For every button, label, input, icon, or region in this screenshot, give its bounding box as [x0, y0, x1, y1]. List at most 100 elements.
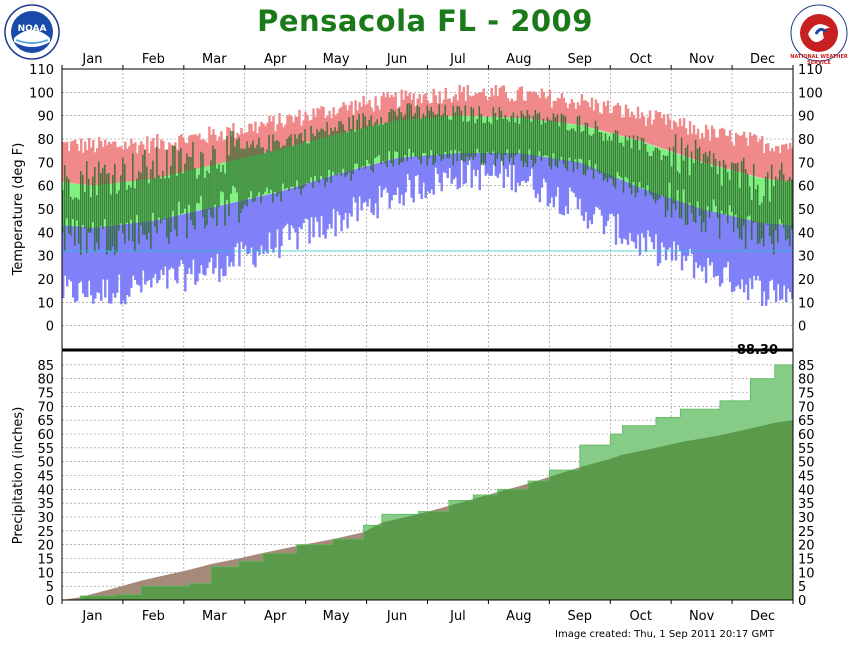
record-high-bar: [296, 116, 299, 146]
record-high-bar: [90, 147, 93, 186]
record-high-bar: [562, 97, 566, 124]
record-low-bar: [276, 192, 279, 230]
actual-range-bar: [640, 137, 643, 188]
actual-range-bar: [774, 176, 777, 231]
precip-tick-label-right: 25: [798, 525, 815, 540]
record-low-bar: [424, 155, 427, 198]
record-low-bar: [548, 157, 552, 204]
record-low-bar: [204, 208, 207, 276]
precipitation-axis-label: Precipitation (inches): [11, 407, 26, 545]
record-high-bar: [196, 135, 199, 169]
actual-range-bar: [688, 175, 691, 203]
record-low-bar: [286, 189, 289, 224]
actual-range-bar: [230, 130, 232, 194]
actual-range-bar: [496, 120, 499, 159]
record-high-bar: [106, 144, 109, 185]
record-high-bar: [772, 151, 776, 180]
record-low-bar: [540, 156, 544, 188]
month-label-bottom: Oct: [629, 609, 651, 624]
record-high-bar: [68, 151, 71, 183]
record-low-bar: [298, 185, 301, 228]
actual-range-bar: [790, 179, 793, 230]
actual-range-bar: [68, 179, 70, 234]
record-low-bar: [338, 173, 341, 216]
record-low-bar: [130, 223, 133, 288]
actual-range-bar: [402, 116, 404, 163]
record-low-bar: [492, 153, 495, 165]
record-high-bar: [748, 132, 752, 176]
record-high-bar: [82, 152, 85, 185]
actual-range-bar: [556, 114, 559, 168]
record-low-bar: [642, 188, 646, 238]
record-low-bar: [766, 223, 770, 300]
record-low-bar: [186, 213, 189, 274]
record-low-bar: [630, 183, 634, 241]
record-low-bar: [700, 208, 704, 272]
actual-range-bar: [238, 137, 240, 223]
actual-range-bar: [248, 147, 250, 198]
record-high-bar: [534, 91, 538, 120]
actual-range-bar: [678, 173, 681, 218]
record-high-bar: [302, 120, 305, 144]
record-high-bar: [412, 93, 415, 120]
record-low-bar: [580, 162, 584, 216]
record-high-bar: [712, 128, 716, 166]
actual-range-bar: [322, 129, 324, 180]
record-low-bar: [78, 226, 81, 284]
temp-tick-label-right: 40: [798, 226, 815, 241]
actual-range-bar: [754, 189, 757, 223]
record-low-bar: [654, 192, 658, 235]
record-low-bar: [486, 153, 489, 174]
actual-range-bar: [660, 160, 663, 196]
record-high-bar: [522, 100, 526, 119]
record-high-bar: [706, 129, 710, 164]
record-high-bar: [718, 128, 722, 167]
actual-range-bar: [548, 119, 551, 166]
actual-range-bar: [370, 115, 372, 171]
record-low-bar: [94, 227, 97, 299]
record-low-bar: [638, 187, 642, 256]
record-high-bar: [746, 145, 750, 175]
month-label-bottom: May: [323, 609, 350, 624]
actual-range-bar: [526, 109, 529, 168]
record-high-bar: [160, 139, 163, 178]
precip-tick-label-left: 40: [37, 483, 54, 498]
record-high-bar: [652, 119, 656, 146]
actual-range-bar: [326, 122, 328, 182]
actual-range-bar: [148, 183, 150, 233]
temp-tick-label-left: 100: [29, 86, 54, 101]
record-high-bar: [64, 142, 67, 183]
record-low-bar: [278, 191, 281, 259]
record-high-bar: [722, 128, 726, 169]
record-high-bar: [222, 140, 225, 163]
actual-range-bar: [196, 178, 198, 204]
record-high-bar: [696, 128, 700, 161]
actual-range-bar: [330, 127, 332, 184]
actual-range-bar: [342, 124, 344, 169]
record-high-bar: [604, 106, 608, 132]
record-low-bar: [218, 205, 221, 282]
record-high-bar: [266, 122, 269, 153]
record-low-bar: [240, 200, 243, 242]
record-high-bar: [472, 95, 475, 117]
record-high-bar: [432, 88, 435, 118]
record-low-bar: [682, 202, 686, 256]
actual-range-bar: [80, 171, 82, 256]
record-high-bar: [368, 99, 371, 127]
month-label-bottom: Jun: [386, 609, 407, 624]
actual-range-bar: [374, 122, 376, 158]
record-low-bar: [598, 170, 602, 210]
actual-range-bar: [198, 174, 200, 204]
record-high-bar: [716, 137, 720, 167]
record-low-bar: [710, 211, 714, 263]
record-low-bar: [402, 157, 405, 206]
month-label-top: May: [323, 52, 350, 67]
actual-range-bar: [336, 130, 338, 176]
record-low-bar: [142, 221, 145, 271]
actual-range-bar: [590, 135, 593, 170]
actual-range-bar: [112, 174, 114, 247]
record-high-bar: [168, 142, 171, 176]
actual-range-bar: [508, 121, 511, 162]
record-high-bar: [642, 116, 646, 143]
actual-range-bar: [344, 130, 346, 178]
